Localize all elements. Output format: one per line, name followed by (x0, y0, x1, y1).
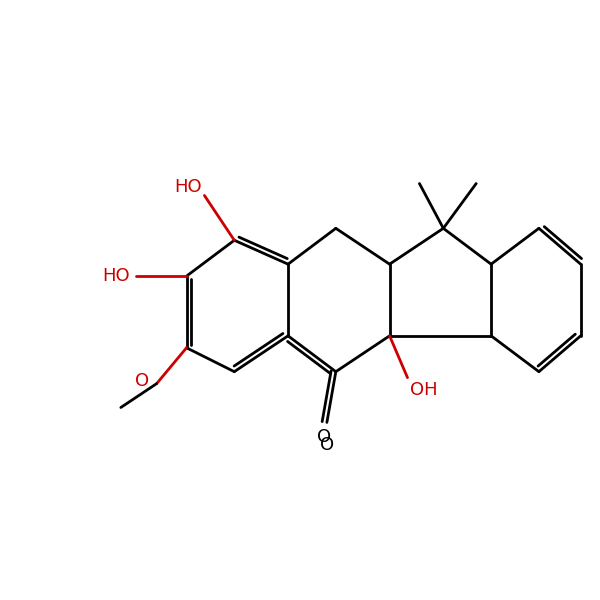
Text: HO: HO (102, 267, 130, 285)
Text: OH: OH (410, 380, 438, 398)
Text: O: O (320, 436, 334, 454)
Text: HO: HO (174, 178, 202, 196)
Text: O: O (317, 428, 331, 446)
Text: O: O (134, 371, 149, 389)
